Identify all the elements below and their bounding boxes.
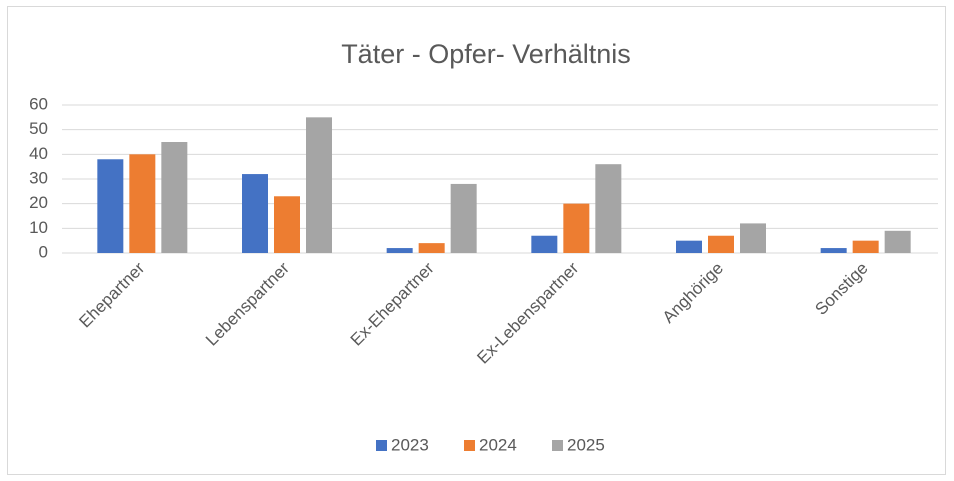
bar	[242, 174, 268, 253]
legend-label: 2025	[567, 435, 605, 454]
chart-title: Täter - Opfer- Verhältnis	[341, 39, 631, 69]
legend-label: 2024	[479, 435, 517, 454]
bar	[129, 154, 156, 253]
bar	[563, 203, 590, 253]
y-tick-label: 10	[29, 218, 48, 237]
y-tick-label: 40	[29, 144, 48, 163]
bar	[740, 223, 766, 253]
y-tick-label: 30	[29, 168, 48, 187]
y-tick-label: 60	[29, 94, 48, 113]
bar	[386, 248, 413, 253]
legend-swatch	[552, 440, 563, 451]
bar	[852, 240, 879, 253]
legend-label: 2023	[391, 435, 429, 454]
bar	[274, 196, 300, 253]
bar	[450, 183, 477, 253]
legend-swatch	[464, 440, 475, 451]
bar	[306, 117, 332, 253]
bar	[820, 248, 847, 253]
y-tick-label: 50	[29, 119, 48, 138]
bar	[418, 243, 445, 253]
y-tick-label: 20	[29, 193, 48, 212]
bar	[97, 159, 124, 253]
y-tick-label: 0	[39, 242, 48, 261]
bar	[884, 230, 911, 253]
bar	[531, 235, 558, 253]
legend-swatch	[376, 440, 387, 451]
bar	[708, 235, 734, 253]
bar	[595, 164, 622, 253]
bar	[676, 240, 702, 253]
bar	[161, 142, 188, 253]
